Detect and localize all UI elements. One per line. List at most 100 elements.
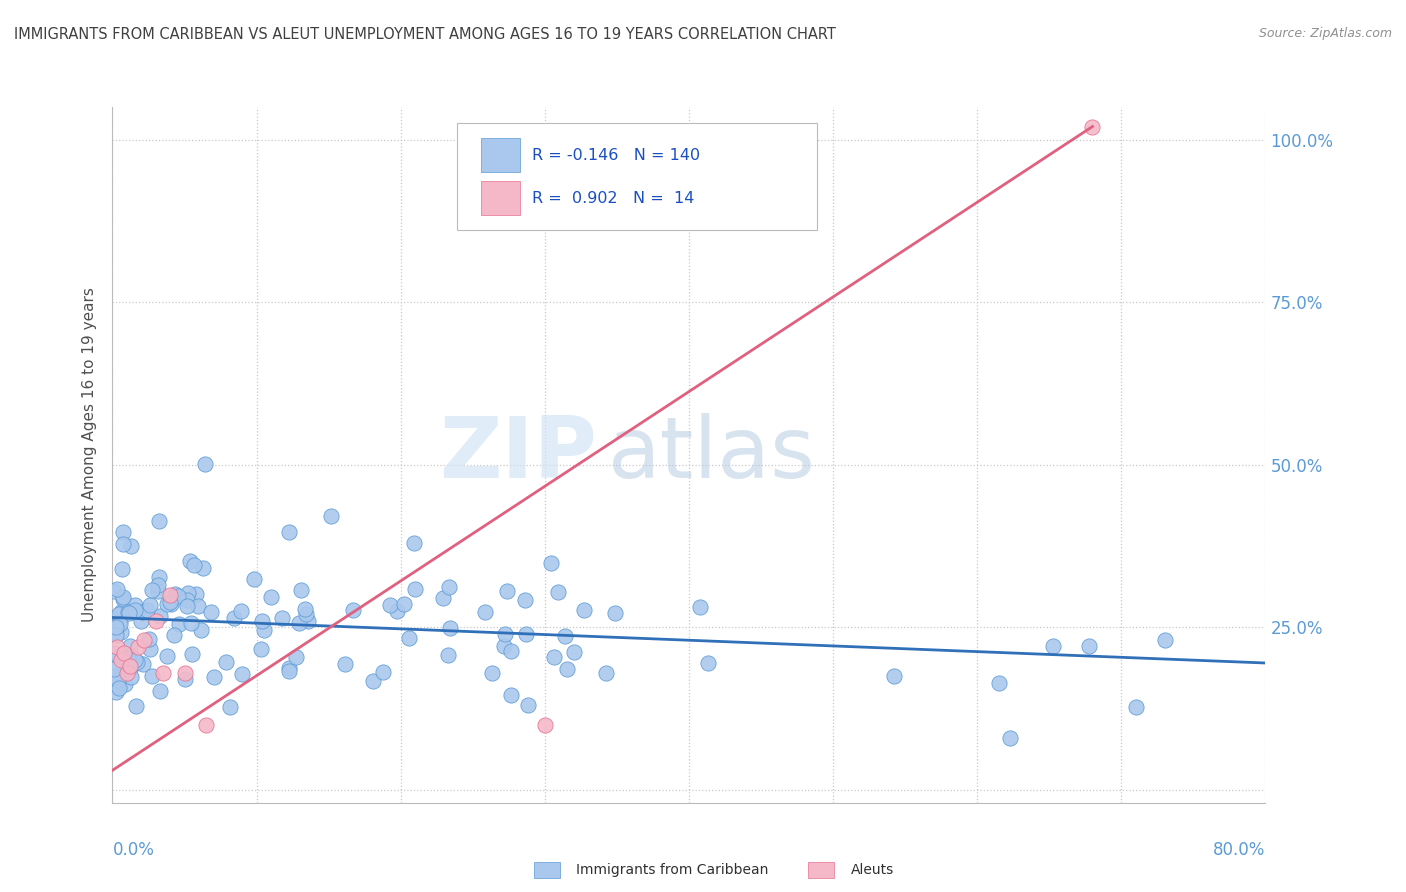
Point xyxy=(148,570,170,584)
Point xyxy=(231,666,253,681)
Point xyxy=(252,614,274,628)
Point xyxy=(202,670,225,684)
Point xyxy=(148,578,170,592)
Point xyxy=(547,585,569,599)
Point xyxy=(174,672,197,686)
Point xyxy=(145,614,167,628)
Point xyxy=(111,524,134,539)
Point xyxy=(595,666,617,681)
Point xyxy=(179,554,201,568)
Point xyxy=(229,604,252,618)
Point xyxy=(501,688,523,702)
Point xyxy=(517,698,540,713)
Point xyxy=(404,536,426,550)
Point xyxy=(132,657,155,671)
Point xyxy=(112,646,135,660)
Text: Source: ZipAtlas.com: Source: ZipAtlas.com xyxy=(1258,27,1392,40)
Point xyxy=(689,599,711,614)
Point xyxy=(146,584,169,599)
Point xyxy=(988,676,1011,690)
Point xyxy=(111,592,134,607)
Point xyxy=(437,580,460,594)
Point xyxy=(191,560,214,574)
Point xyxy=(107,681,129,696)
Point xyxy=(110,605,132,619)
Y-axis label: Unemployment Among Ages 16 to 19 years: Unemployment Among Ages 16 to 19 years xyxy=(82,287,97,623)
Point xyxy=(271,611,294,625)
Point xyxy=(495,583,517,598)
Point xyxy=(437,648,460,662)
Point xyxy=(167,616,190,631)
Point xyxy=(494,627,516,641)
Point xyxy=(278,524,301,539)
Point xyxy=(124,598,146,612)
Point xyxy=(112,537,135,551)
Point xyxy=(163,587,186,601)
Point xyxy=(474,605,496,619)
Point xyxy=(176,599,198,614)
Point xyxy=(149,608,172,623)
Point xyxy=(111,562,134,576)
Point xyxy=(294,601,316,615)
Point xyxy=(342,603,364,617)
Point xyxy=(297,614,319,628)
Point xyxy=(121,649,143,664)
Point xyxy=(260,590,283,604)
Point xyxy=(118,662,141,676)
Point xyxy=(385,604,408,618)
Point xyxy=(253,623,276,637)
Point xyxy=(557,662,579,676)
Point xyxy=(187,599,209,614)
Point xyxy=(120,539,142,553)
Point xyxy=(883,669,905,683)
Point xyxy=(554,629,576,643)
Point xyxy=(1042,639,1064,653)
Point xyxy=(152,665,174,680)
Point xyxy=(540,556,562,570)
Point xyxy=(562,645,585,659)
Text: ZIP: ZIP xyxy=(439,413,596,497)
Text: Immigrants from Caribbean: Immigrants from Caribbean xyxy=(576,863,769,877)
Point xyxy=(176,593,198,607)
Point xyxy=(1154,633,1177,648)
Point xyxy=(333,657,356,671)
Point xyxy=(159,595,181,609)
Point xyxy=(105,640,128,654)
Point xyxy=(432,591,454,606)
Point xyxy=(398,631,420,645)
Point xyxy=(574,603,596,617)
Point xyxy=(107,673,129,687)
Text: R = -0.146   N = 140: R = -0.146 N = 140 xyxy=(531,148,700,162)
Point xyxy=(380,599,402,613)
Point xyxy=(127,640,149,654)
Point xyxy=(138,632,160,646)
Point xyxy=(439,621,461,635)
Point xyxy=(513,593,536,607)
Point xyxy=(543,649,565,664)
Point xyxy=(319,508,342,523)
Point xyxy=(118,659,141,673)
Point xyxy=(127,656,149,670)
Point xyxy=(112,650,135,665)
Point xyxy=(103,662,125,676)
Point xyxy=(404,582,426,596)
Point xyxy=(141,583,163,598)
Point xyxy=(118,606,141,620)
Point xyxy=(105,620,128,634)
Point xyxy=(180,648,202,662)
Point xyxy=(124,603,146,617)
Point xyxy=(696,656,718,670)
Point xyxy=(110,625,132,640)
Point xyxy=(104,627,127,641)
Point xyxy=(194,457,217,471)
Text: R =  0.902   N =  14: R = 0.902 N = 14 xyxy=(531,191,695,205)
Point xyxy=(515,627,537,641)
Point xyxy=(103,583,125,598)
Point xyxy=(183,558,205,573)
Point xyxy=(481,666,503,681)
Point xyxy=(159,597,181,611)
Point xyxy=(120,659,142,673)
Point xyxy=(998,731,1021,745)
Point xyxy=(180,615,202,630)
Point xyxy=(134,633,156,648)
